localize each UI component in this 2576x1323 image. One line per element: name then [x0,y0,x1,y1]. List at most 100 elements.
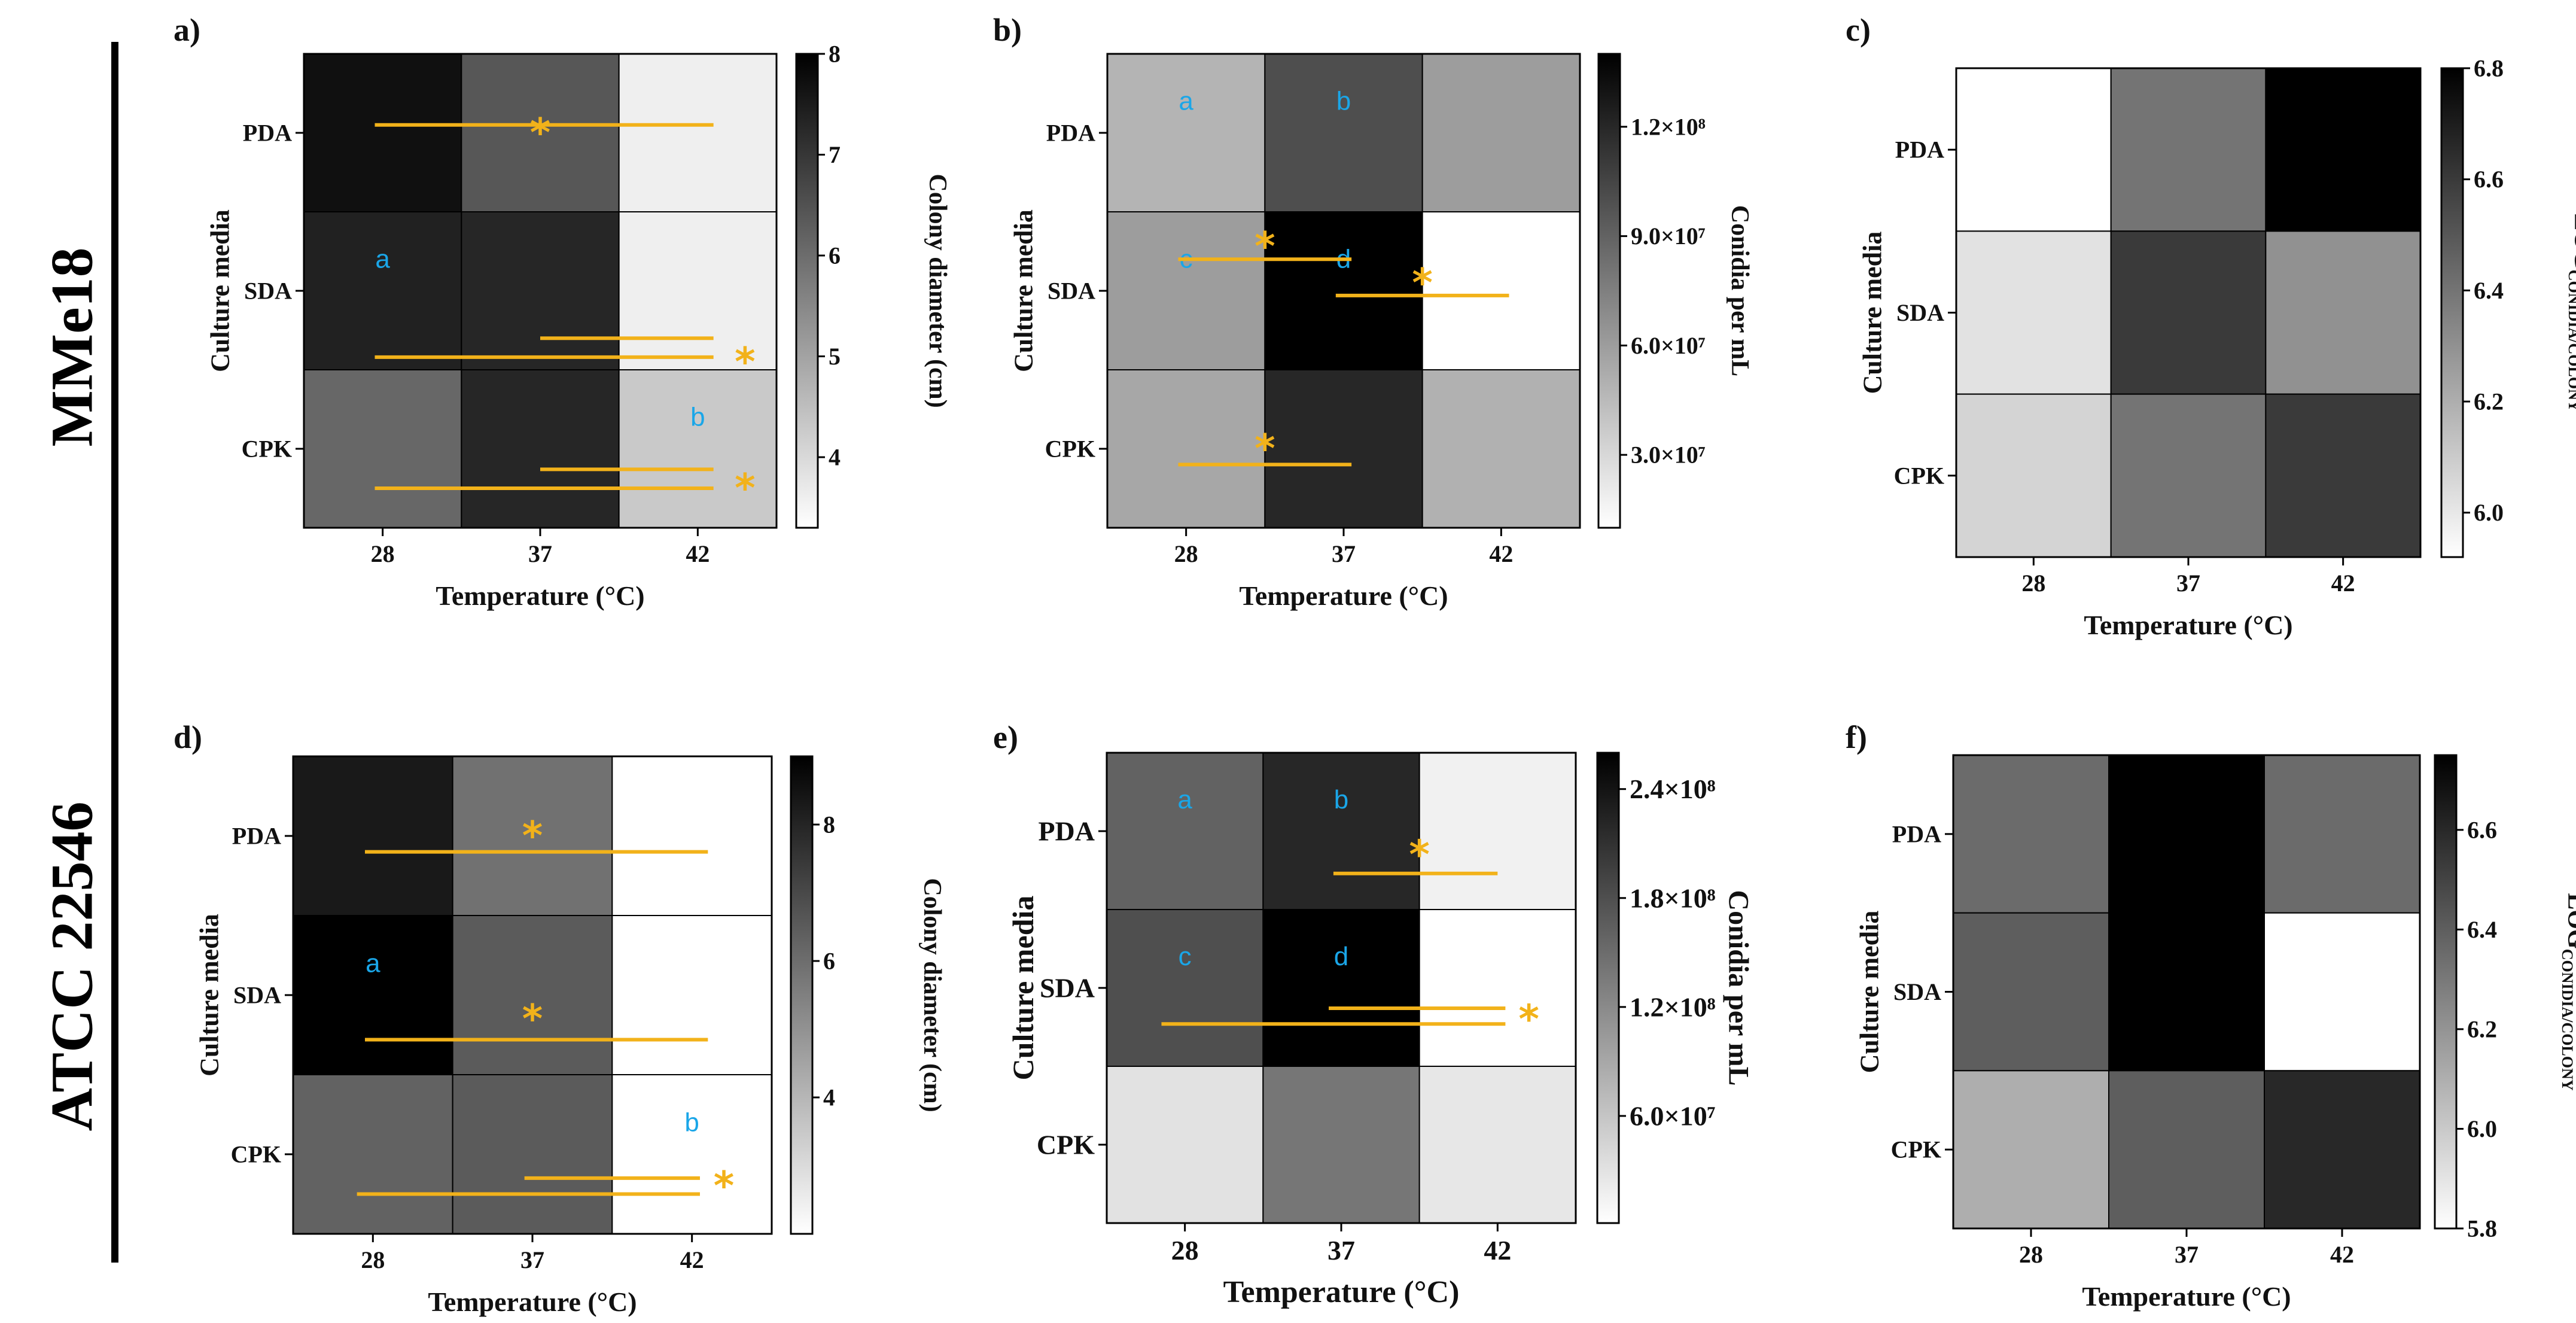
heatmap-cell-SDA-42 [1418,909,1577,1067]
x-tick-label: 37 [528,540,552,567]
panel-label: c) [1846,12,1871,48]
group-letter: d [1334,942,1348,971]
y-tick-label: PDA [243,120,292,147]
colorbar [2434,754,2458,1230]
x-tick-label: 42 [2331,570,2355,597]
significance-star: * [714,1163,735,1209]
colorbar-tick-label: 5 [829,343,841,370]
colorbar [1597,53,1621,529]
group-letter: b [684,1108,699,1137]
heatmap-cell-CPK-28 [293,1074,453,1234]
group-letter: b [690,403,705,432]
x-tick-label: 28 [371,540,395,567]
colorbar-tick-label: 8 [823,811,835,838]
group-letter: a [366,948,380,978]
heatmap-cell-CPK-42 [611,1074,772,1234]
y-tick-label: PDA [1892,820,1941,847]
x-tick-label: 28 [1174,540,1198,567]
heatmap-cell-PDA-37 [452,756,613,916]
significance-star: * [735,339,756,385]
heatmap-cell-PDA-42 [1421,53,1581,212]
heatmap-cell-CPK-28 [1107,369,1266,528]
x-tick-label: 28 [1171,1235,1199,1266]
colorbar-tick-label: 1.2×10⁸ [1630,992,1716,1022]
heatmap-cell-PDA-28 [1107,53,1266,212]
colorbar-tick-label: 4 [829,444,841,471]
heatmap-cell-SDA-42 [618,211,777,370]
y-tick-label: SDA [1896,299,1944,326]
colorbar [1596,752,1620,1224]
heatmap-cell-CPK-28 [303,369,462,528]
group-letter: a [1179,87,1193,116]
panel-f: f) PDA SDA CPK 28 37 42 Temperature (°C) Culture… [1846,719,2576,1312]
colorbar-tick-label: 6.0 [2474,499,2504,526]
y-axis-title: Culture media [206,209,235,372]
panel-label: e) [993,719,1018,755]
x-tick-label: 37 [520,1246,544,1273]
heatmap-cell-CPK-37 [1264,369,1423,528]
colorbar-tick-label: 6.4 [2467,916,2497,943]
y-tick-label: SDA [244,278,292,305]
heatmap-cell-CPK-37 [1262,1066,1420,1224]
panel-label: f) [1846,719,1867,755]
colorbar [790,755,814,1235]
colorbar-tick-label: 5.8 [2467,1215,2497,1242]
colorbar-tick-label: 7 [829,141,841,168]
y-tick-label: PDA [1895,136,1944,163]
heatmap-cell-SDA-28 [1106,909,1264,1067]
y-tick-label: CPK [1891,1136,1941,1163]
heatmap-cell-CPK-28 [1953,1070,2109,1230]
heatmap-cell-PDA-28 [1106,752,1264,910]
y-tick-label: CPK [231,1141,281,1168]
heatmap-cell-PDA-37 [2110,68,2267,232]
colorbar-tick-label: 6 [829,242,841,269]
y-axis-title: Culture media [1006,896,1040,1081]
heatmap-cell-PDA-37 [1262,752,1420,910]
heatmap-cell-PDA-42 [611,756,772,916]
heatmap-cell-PDA-42 [618,53,777,212]
heatmap-cell-PDA-42 [1418,752,1577,910]
group-letter: c [1179,942,1192,971]
colorbar-tick-label: 4 [823,1084,835,1111]
x-tick-label: 28 [2019,1241,2043,1268]
x-axis-title: Temperature (°C) [2082,1281,2291,1312]
heatmap-cell-PDA-37 [1264,53,1423,212]
significance-star: * [1409,832,1430,878]
significance-star: * [522,813,543,859]
significance-star: * [735,466,756,512]
x-axis-title: Temperature (°C) [2084,610,2292,640]
heatmap-cell-SDA-37 [461,211,620,370]
colorbar-tick-label: 6.0×10⁷ [1630,1100,1716,1131]
colorbar-title: Conidia per mL [1723,890,1755,1085]
y-tick-label: SDA [1893,978,1941,1005]
heatmap-cell-PDA-42 [2264,755,2420,914]
colorbar-tick-label: 6.6 [2474,166,2504,193]
heatmap-cell-SDA-42 [1421,211,1581,370]
panel-d: d) PDA SDA CPK 28 37 42 Temperature (°C) Culture… [173,719,946,1317]
colorbar-title: Colony diameter (cm) [918,878,946,1112]
row-title-atcc: ATCC 22546 [39,802,105,1132]
group-letter: b [1334,785,1348,814]
heatmap-cell-SDA-28 [1107,211,1266,370]
heatmap-cell-CPK-28 [1956,393,2112,558]
y-tick-label: CPK [1045,436,1095,463]
colorbar-title: LOGCONIDIA/COLONY [2566,214,2576,411]
x-tick-label: 37 [1332,540,1356,567]
x-axis-title: Temperature (°C) [428,1286,637,1317]
colorbar-tick-label: 1.8×10⁸ [1630,883,1716,913]
y-axis-title: Culture media [1858,232,1887,394]
heatmap-cell-CPK-37 [2110,393,2267,558]
heatmap-cell-SDA-28 [293,915,453,1075]
significance-star: * [1518,996,1539,1042]
heatmap-cell-SDA-28 [1956,230,2112,395]
y-tick-label: PDA [1038,816,1095,847]
y-tick-label: CPK [1037,1130,1095,1160]
heatmap-cell-CPK-28 [1106,1066,1264,1224]
colorbar-title: LOGCONIDIA/COLONY [2559,893,2576,1090]
heatmap-cell-SDA-42 [2265,230,2421,395]
colorbar-tick-label: 6 [823,948,835,975]
heatmap-cell-CPK-42 [2264,1070,2420,1230]
heatmap-cell-CPK-42 [2265,393,2421,558]
significance-star: * [530,110,551,156]
x-tick-label: 28 [2021,570,2045,597]
